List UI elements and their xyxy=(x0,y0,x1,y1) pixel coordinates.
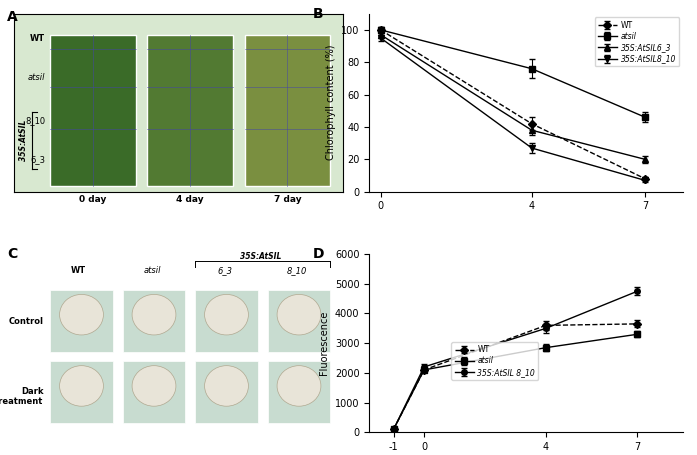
Text: B: B xyxy=(313,6,323,20)
Ellipse shape xyxy=(277,294,321,335)
FancyBboxPatch shape xyxy=(50,290,113,352)
Text: 0 day: 0 day xyxy=(79,195,107,204)
FancyBboxPatch shape xyxy=(268,361,330,423)
Text: Control: Control xyxy=(8,317,44,326)
Ellipse shape xyxy=(59,294,103,335)
Text: atsil: atsil xyxy=(144,266,161,275)
Ellipse shape xyxy=(59,366,103,406)
Legend: WT, atsil, 35S:AtSIL 8_10: WT, atsil, 35S:AtSIL 8_10 xyxy=(452,342,538,380)
FancyBboxPatch shape xyxy=(50,35,136,187)
Ellipse shape xyxy=(205,366,248,406)
FancyBboxPatch shape xyxy=(195,290,258,352)
Ellipse shape xyxy=(205,294,248,335)
Y-axis label: Chlorophyll content (%): Chlorophyll content (%) xyxy=(325,45,335,161)
Text: D: D xyxy=(313,247,324,261)
Text: 6_3: 6_3 xyxy=(217,266,232,275)
Y-axis label: Fluorescence: Fluorescence xyxy=(319,311,329,375)
Text: 7 day: 7 day xyxy=(274,195,301,204)
FancyBboxPatch shape xyxy=(195,361,258,423)
Text: WT: WT xyxy=(70,266,86,275)
FancyBboxPatch shape xyxy=(245,35,330,187)
Ellipse shape xyxy=(132,366,176,406)
Legend: WT, atsil, 35S:AtSIL6_3, 35S:AtSIL8_10: WT, atsil, 35S:AtSIL6_3, 35S:AtSIL8_10 xyxy=(595,17,680,66)
Text: atsil: atsil xyxy=(28,73,45,82)
Text: WT: WT xyxy=(30,34,45,43)
FancyBboxPatch shape xyxy=(123,361,185,423)
Text: 6_3: 6_3 xyxy=(30,155,45,164)
Text: 35S:AtSIL: 35S:AtSIL xyxy=(20,119,29,161)
Text: 35S:AtSIL: 35S:AtSIL xyxy=(240,252,282,261)
Ellipse shape xyxy=(132,294,176,335)
Text: 4 day: 4 day xyxy=(176,195,204,204)
Text: 8_10: 8_10 xyxy=(25,116,45,125)
Text: 8_10: 8_10 xyxy=(287,266,307,275)
Ellipse shape xyxy=(277,366,321,406)
FancyBboxPatch shape xyxy=(50,361,113,423)
FancyBboxPatch shape xyxy=(123,290,185,352)
FancyBboxPatch shape xyxy=(147,35,233,187)
Text: C: C xyxy=(8,247,17,261)
Text: A: A xyxy=(8,10,18,24)
Text: Dark
treatment: Dark treatment xyxy=(0,387,44,406)
FancyBboxPatch shape xyxy=(268,290,330,352)
